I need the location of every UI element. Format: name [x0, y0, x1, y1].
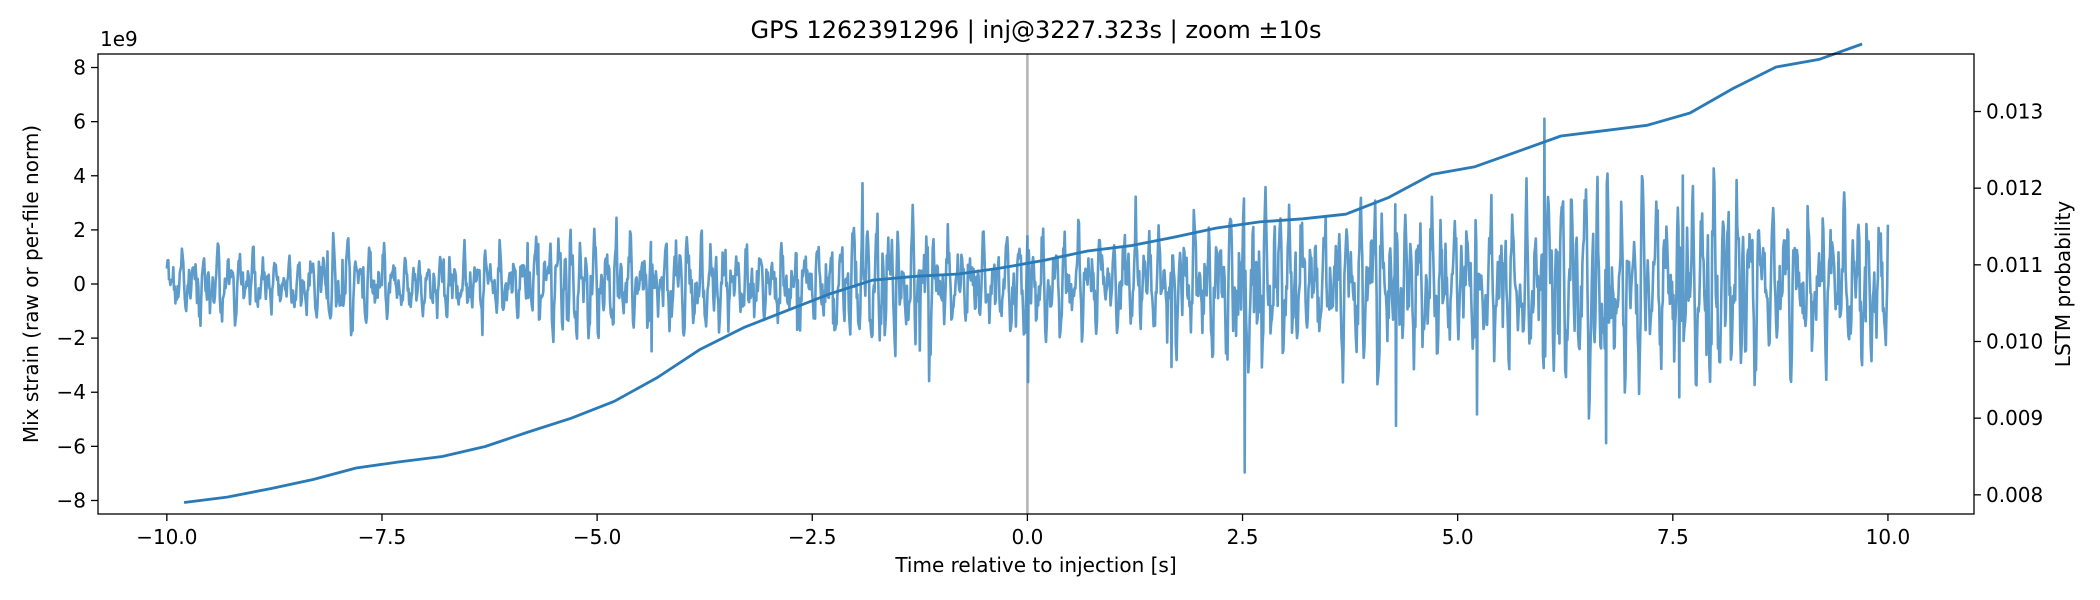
- y-left-tick-label: −4: [57, 380, 86, 404]
- y-left-tick-label: 8: [73, 56, 86, 80]
- y-right-tick-label: 0.013: [1986, 100, 2043, 124]
- y-right-tick-label: 0.010: [1986, 330, 2043, 354]
- x-tick-label: 7.5: [1657, 525, 1689, 549]
- x-axis-label: Time relative to injection [s]: [894, 553, 1176, 577]
- y-left-tick-label: −6: [57, 434, 86, 458]
- chart-title: GPS 1262391296 | inj@3227.323s | zoom ±1…: [750, 16, 1321, 44]
- y-left-tick-label: 6: [73, 110, 86, 134]
- x-tick-label: −5.0: [573, 525, 622, 549]
- x-tick-label: −2.5: [788, 525, 837, 549]
- y-right-tick-label: 0.012: [1986, 176, 2043, 200]
- y-right-tick-label: 0.008: [1986, 483, 2043, 507]
- y-right-tick-label: 0.011: [1986, 253, 2043, 277]
- probability-line: [183, 42, 1863, 504]
- x-tick-label: −7.5: [358, 525, 407, 549]
- y-axis-right: 0.008 0.009 0.010 0.011 0.012 0.013: [1974, 100, 2043, 507]
- probability-series-layer: [183, 42, 1863, 504]
- strain-series-layer: [165, 117, 1890, 474]
- x-tick-label: 0.0: [1011, 525, 1043, 549]
- y-right-tick-label: 0.009: [1986, 406, 2043, 430]
- y-axis-left: −8 −6 −4 −2 0 2 4 6 8: [57, 56, 98, 512]
- x-tick-label: −10.0: [136, 525, 197, 549]
- x-axis: −10.0 −7.5 −5.0 −2.5 0.0 2.5 5.0 7.5 10.0: [136, 514, 1910, 549]
- x-tick-label: 5.0: [1442, 525, 1474, 549]
- y-axis-left-label: Mix strain (raw or per-file norm): [19, 125, 43, 443]
- y-left-tick-label: 0: [73, 272, 86, 296]
- x-tick-label: 2.5: [1227, 525, 1259, 549]
- x-tick-label: 10.0: [1866, 525, 1911, 549]
- y-left-tick-label: 4: [73, 164, 86, 188]
- y-left-tick-label: −2: [57, 326, 86, 350]
- y-left-tick-label: 2: [73, 218, 86, 242]
- y-axis-right-label: LSTM probability: [2051, 201, 2075, 368]
- y-left-tick-label: −8: [57, 488, 86, 512]
- left-axis-multiplier: 1e9: [100, 27, 138, 51]
- strain-line: [165, 117, 1890, 474]
